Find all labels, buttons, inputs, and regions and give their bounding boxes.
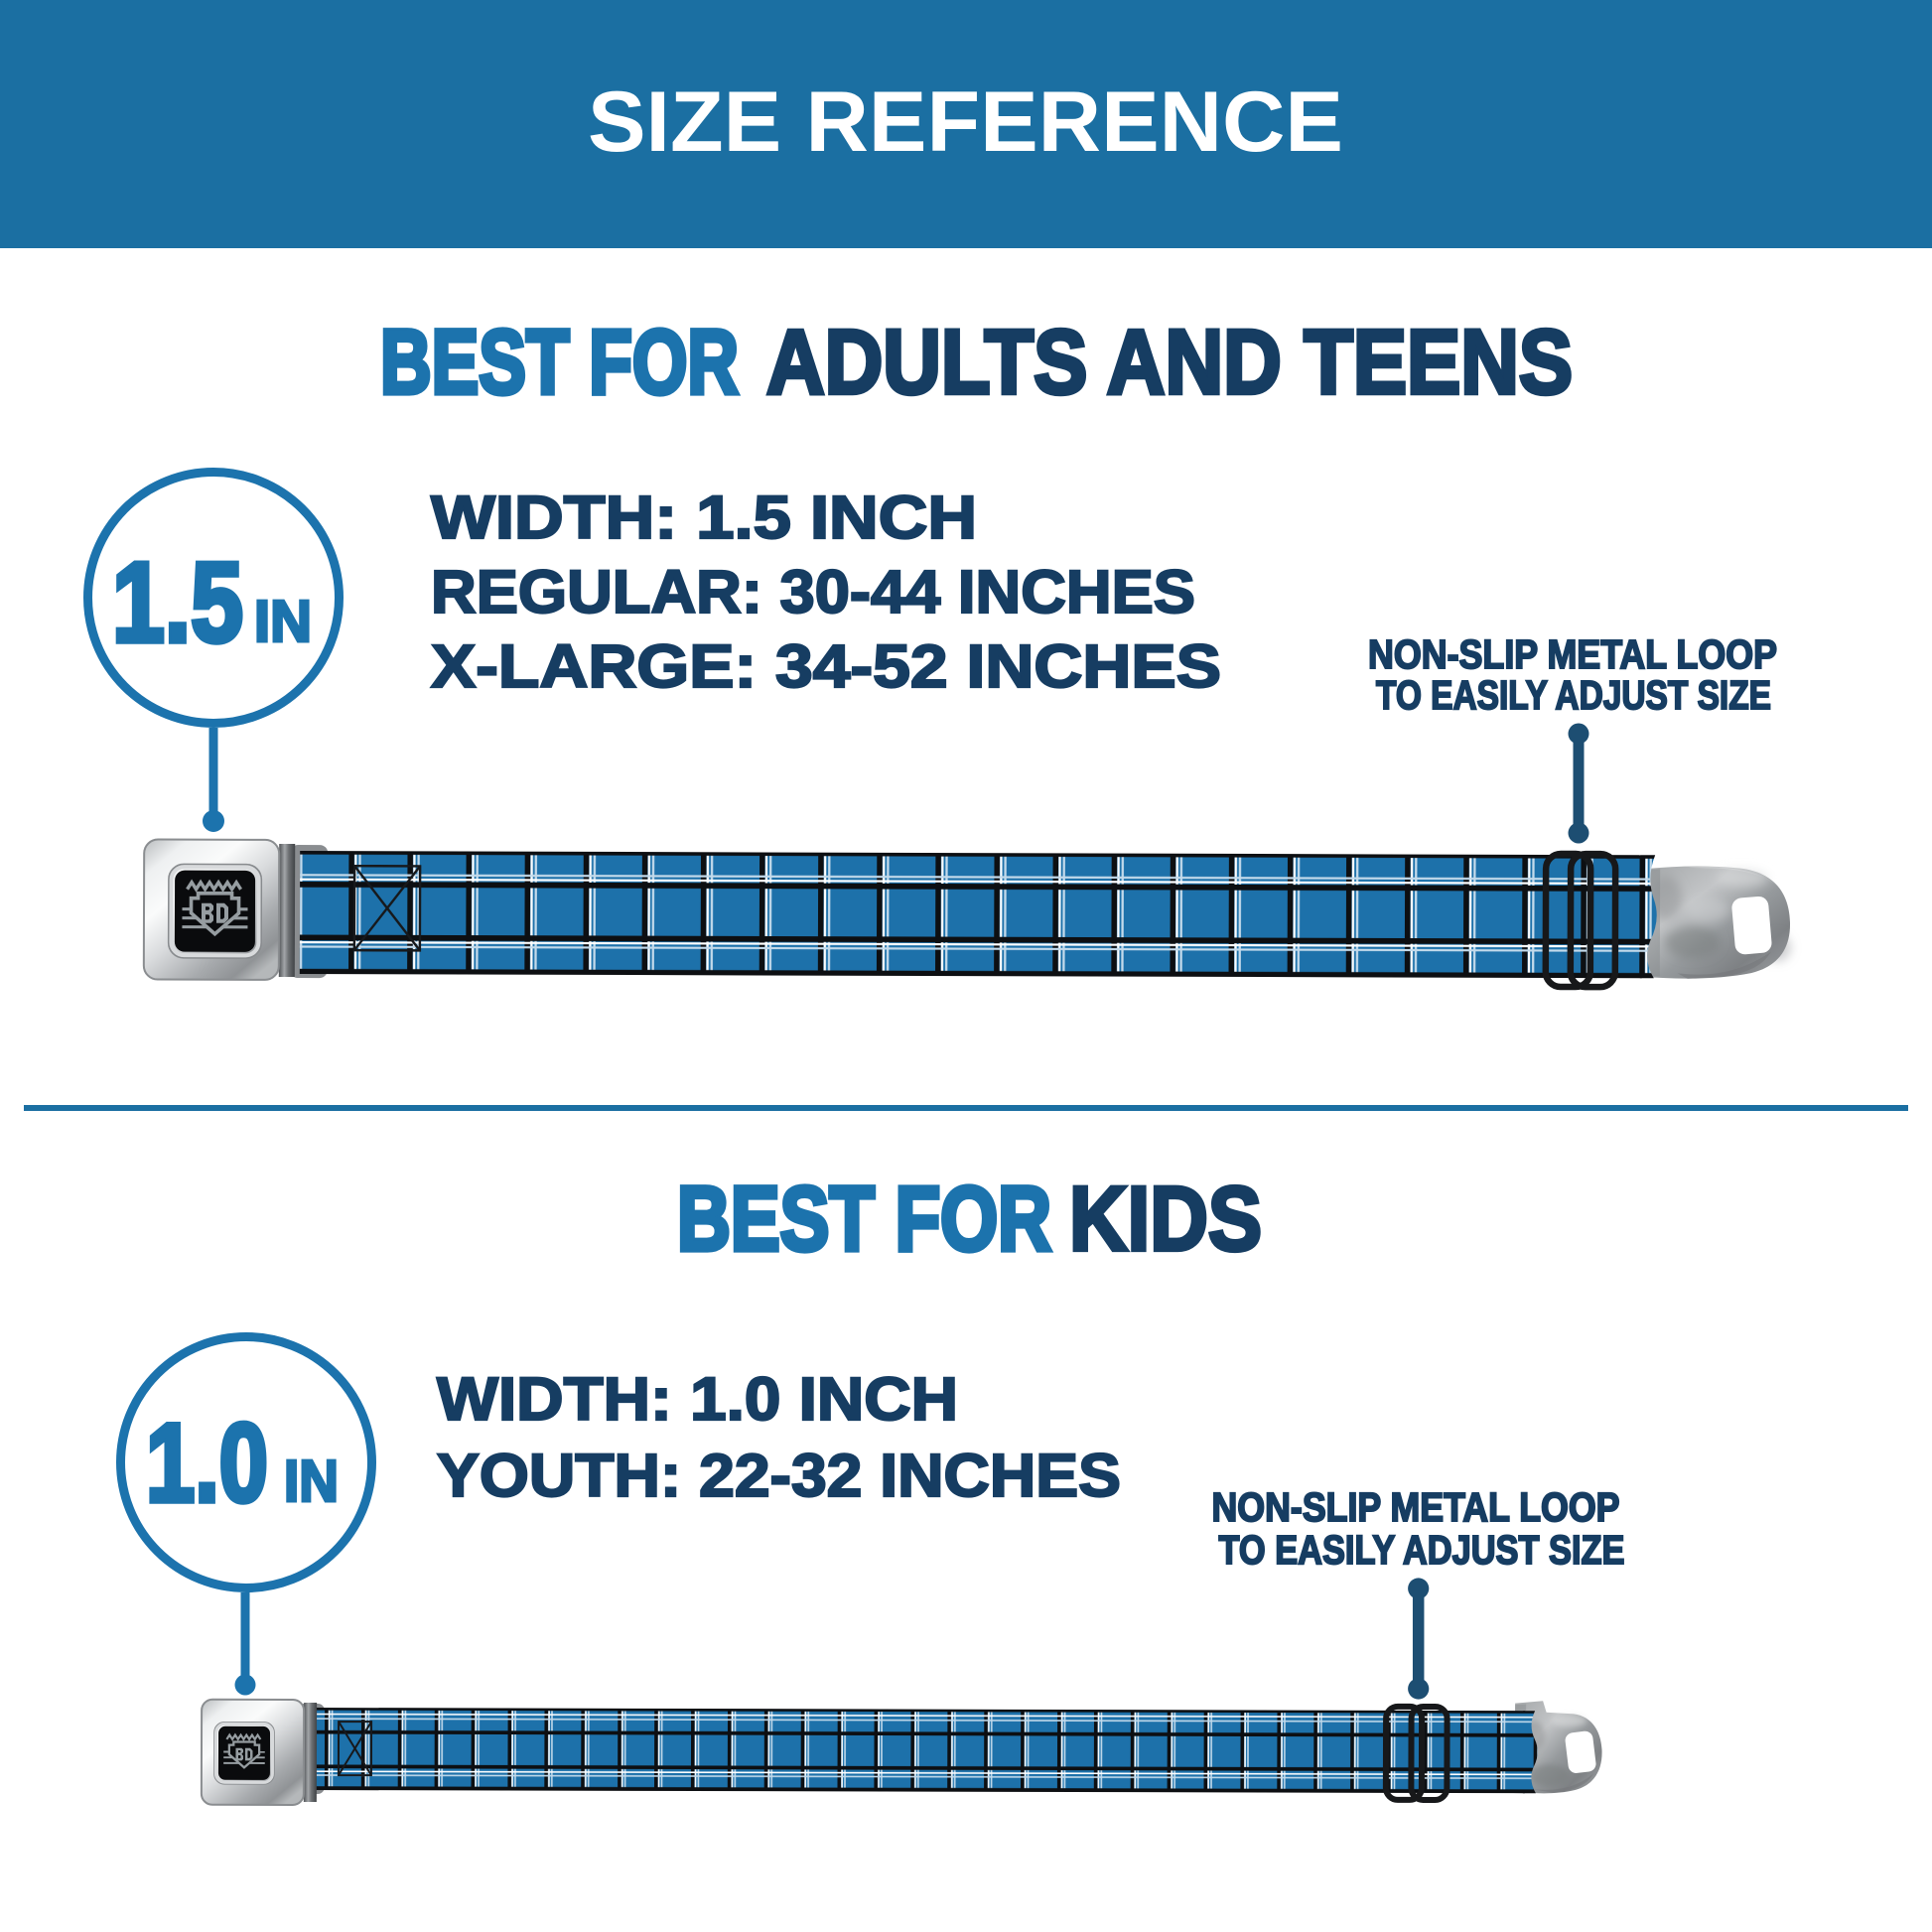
svg-text:SIZE REFERENCE: SIZE REFERENCE — [588, 74, 1343, 170]
svg-text:BEST FOR: BEST FOR — [380, 312, 739, 413]
svg-text:BEST FOR: BEST FOR — [677, 1169, 1051, 1270]
svg-text:IN: IN — [284, 1449, 339, 1514]
svg-text:TO EASILY ADJUST SIZE: TO EASILY ADJUST SIZE — [1376, 672, 1771, 718]
svg-text:WIDTH: 1.0 INCH: WIDTH: 1.0 INCH — [437, 1365, 958, 1433]
svg-text:NON-SLIP METAL LOOP: NON-SLIP METAL LOOP — [1212, 1484, 1620, 1530]
svg-text:1.5: 1.5 — [112, 540, 243, 666]
svg-text:YOUTH: 22-32 INCHES: YOUTH: 22-32 INCHES — [437, 1442, 1121, 1509]
svg-text:1.0: 1.0 — [146, 1401, 268, 1525]
svg-text:TO EASILY ADJUST SIZE: TO EASILY ADJUST SIZE — [1219, 1527, 1625, 1573]
svg-text:X-LARGE: 34-52 INCHES: X-LARGE: 34-52 INCHES — [431, 632, 1221, 700]
svg-text:ADULTS AND TEENS: ADULTS AND TEENS — [766, 312, 1573, 413]
svg-text:KIDS: KIDS — [1069, 1169, 1262, 1270]
svg-text:WIDTH: 1.5 INCH: WIDTH: 1.5 INCH — [431, 483, 977, 551]
svg-text:NON-SLIP METAL LOOP: NON-SLIP METAL LOOP — [1368, 631, 1777, 677]
svg-text:IN: IN — [254, 589, 312, 654]
svg-text:REGULAR: 30-44 INCHES: REGULAR: 30-44 INCHES — [431, 558, 1195, 625]
